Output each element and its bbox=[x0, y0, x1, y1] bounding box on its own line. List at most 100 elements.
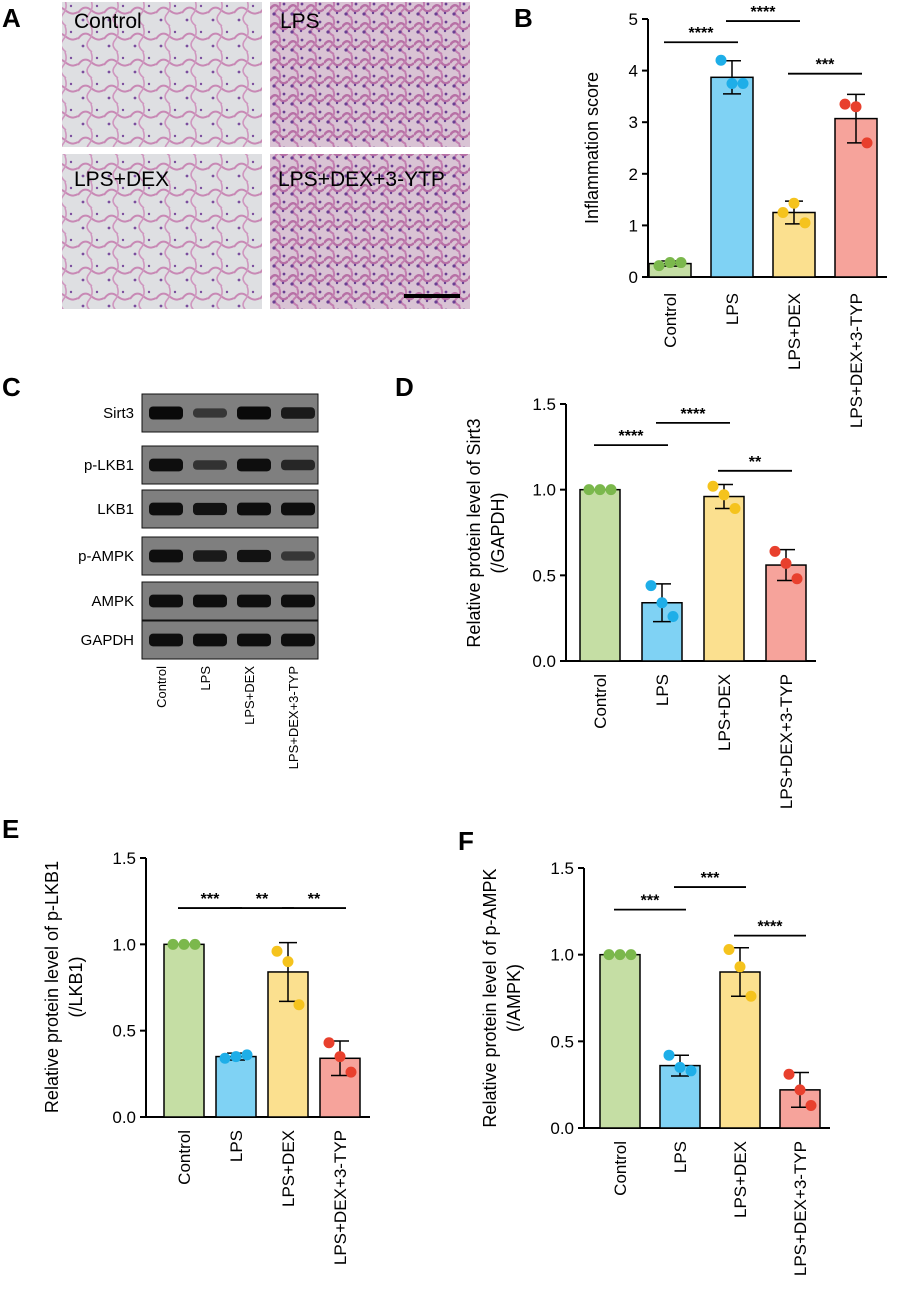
data-point bbox=[345, 1066, 357, 1078]
blot-band bbox=[193, 550, 227, 562]
chart-sirt3: 0.0 0.5 1.0 1.5 Relative protein level of Si… bbox=[464, 395, 816, 809]
significance-label: **** bbox=[681, 406, 707, 423]
histology-image-lps-dex: LPS+DEX bbox=[62, 154, 262, 309]
blot-band bbox=[281, 594, 315, 608]
blot-band bbox=[281, 633, 315, 647]
data-point bbox=[788, 197, 800, 209]
y-tick-label: 3 bbox=[629, 113, 638, 132]
data-point bbox=[605, 484, 617, 496]
blot-row-label: AMPK bbox=[91, 593, 134, 610]
data-point bbox=[805, 1099, 817, 1111]
x-tick-label: LPS bbox=[653, 674, 672, 706]
chart-p-lkb1: 0.0 0.5 1.0 1.5 Relative protein level of p-… bbox=[42, 849, 370, 1265]
data-point bbox=[323, 1037, 335, 1049]
data-point bbox=[334, 1051, 346, 1063]
significance-label: **** bbox=[689, 25, 715, 42]
blot-band bbox=[237, 458, 271, 472]
y-tick-label: 4 bbox=[629, 62, 638, 81]
y-tick-label: 1.0 bbox=[550, 946, 574, 965]
bar bbox=[163, 943, 205, 1118]
y-tick-label: 0.0 bbox=[532, 652, 556, 671]
blot-lane-label: LPS+DEX+3-TYP bbox=[286, 666, 301, 769]
blot-band bbox=[281, 407, 315, 419]
y-axis-label-unit: (/LKB1) bbox=[66, 956, 86, 1017]
y-tick-label: 0.5 bbox=[550, 1032, 574, 1051]
blot-row-label: LKB1 bbox=[97, 501, 134, 518]
data-point bbox=[726, 78, 738, 89]
data-point bbox=[737, 78, 749, 89]
y-tick-label: 0.5 bbox=[112, 1022, 136, 1041]
blot-band bbox=[281, 551, 315, 561]
blot-band bbox=[149, 549, 183, 563]
x-tick-label: LPS bbox=[671, 1141, 690, 1173]
bar bbox=[719, 971, 761, 1129]
panel-label-a: A bbox=[2, 3, 21, 33]
data-point bbox=[791, 573, 803, 585]
data-point bbox=[664, 257, 676, 269]
x-tick-label: LPS+DEX bbox=[785, 293, 804, 370]
blot-band bbox=[237, 594, 271, 608]
significance-label: **** bbox=[619, 428, 645, 445]
data-point bbox=[230, 1051, 242, 1063]
data-point bbox=[594, 484, 606, 496]
panel-label-f: F bbox=[458, 826, 474, 856]
data-point bbox=[734, 961, 746, 973]
data-point bbox=[625, 949, 637, 961]
x-tick-label: LPS bbox=[723, 293, 742, 325]
blot-band bbox=[237, 549, 271, 563]
data-point bbox=[861, 137, 873, 149]
data-point bbox=[729, 503, 741, 515]
y-tick-label: 1.5 bbox=[532, 395, 556, 414]
bar bbox=[703, 495, 745, 662]
y-tick-label: 1.0 bbox=[532, 481, 556, 500]
y-tick-label: 2 bbox=[629, 165, 638, 184]
y-tick-label: 5 bbox=[629, 10, 638, 29]
data-point bbox=[645, 580, 657, 592]
x-tick-label: LPS+DEX+3-TYP bbox=[331, 1130, 350, 1265]
chart-inflammation-score: 0 1 2 3 4 5 Inflammation score Control LPS LPS+DE… bbox=[582, 4, 887, 428]
y-tick-label: 1.5 bbox=[112, 849, 136, 868]
x-tick-label: LPS+DEX bbox=[279, 1130, 298, 1207]
data-point bbox=[167, 938, 179, 950]
data-point bbox=[745, 990, 757, 1002]
y-axis-label: Relative protein level of Sirt3 bbox=[464, 418, 484, 647]
histology-label: Control bbox=[74, 10, 142, 33]
data-point bbox=[674, 1061, 686, 1073]
blot-band bbox=[149, 594, 183, 608]
blot-lane-label: LPS+DEX bbox=[242, 666, 257, 725]
blot-band bbox=[281, 502, 315, 516]
significance-label: *** bbox=[816, 57, 835, 74]
histology-label: LPS+DEX bbox=[74, 168, 169, 191]
significance-label: ** bbox=[256, 891, 269, 908]
x-tick-label: LPS+DEX+3-TYP bbox=[777, 674, 796, 809]
data-point bbox=[282, 956, 294, 968]
y-axis-label: Relative protein level of p-AMPK bbox=[480, 868, 500, 1127]
histology-image-lps: LPS bbox=[270, 2, 470, 147]
data-point bbox=[769, 545, 781, 557]
data-point bbox=[777, 207, 789, 218]
bar bbox=[579, 488, 621, 662]
western-blot: Sirt3 p-LKB1 LKB1 p-AMPK AMPK GAPDH Control LPS… bbox=[78, 393, 319, 769]
data-point bbox=[178, 938, 190, 950]
data-point bbox=[189, 938, 201, 950]
x-tick-label: LPS bbox=[227, 1130, 246, 1162]
data-point bbox=[614, 949, 626, 961]
data-point bbox=[241, 1049, 253, 1061]
x-tick-label: Control bbox=[611, 1141, 630, 1196]
bar bbox=[710, 76, 754, 278]
blot-band bbox=[237, 502, 271, 516]
data-point bbox=[794, 1084, 806, 1096]
data-point bbox=[583, 484, 595, 496]
bar bbox=[599, 953, 641, 1129]
data-point bbox=[663, 1049, 675, 1061]
histology-label: LPS+DEX+3-YTP bbox=[278, 168, 445, 191]
significance-label: *** bbox=[641, 893, 660, 910]
blot-row-label: GAPDH bbox=[81, 632, 134, 649]
data-point bbox=[603, 949, 615, 961]
data-point bbox=[715, 54, 727, 66]
y-tick-label: 0.0 bbox=[550, 1119, 574, 1138]
y-tick-label: 0.5 bbox=[532, 566, 556, 585]
blot-band bbox=[193, 408, 227, 418]
chart-p-ampk: 0.0 0.5 1.0 1.5 Relative protein level of p-… bbox=[480, 859, 830, 1276]
blot-band bbox=[193, 460, 227, 470]
